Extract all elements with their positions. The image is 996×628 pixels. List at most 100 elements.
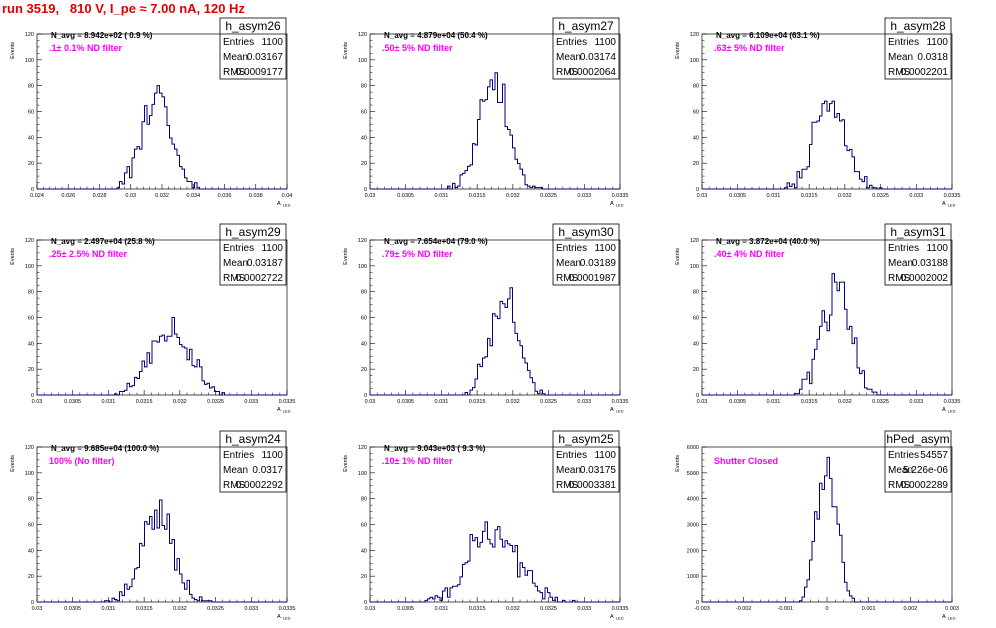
stats-mean-value: 5.226e-06 [903, 465, 948, 476]
stats-mean-value: 0.03187 [247, 258, 284, 269]
y-tick-label: 60 [693, 110, 699, 116]
histogram-name: h_asym29 [225, 225, 281, 239]
x-tick-label: 0.0325 [540, 399, 557, 405]
y-tick-label: 20 [361, 367, 367, 373]
x-axis-title: A LED [610, 614, 624, 621]
x-tick-label: 0.0305 [64, 606, 81, 612]
stats-mean-label: Mean [223, 52, 248, 63]
y-tick-label: 0 [31, 600, 34, 606]
histogram-line [702, 273, 952, 396]
y-tick-label: 100 [358, 58, 367, 64]
n-avg-label: N_avg = 9.043e+03 ( 9.3 %) [384, 444, 486, 453]
histogram-line [37, 499, 287, 603]
y-tick-label: 100 [690, 264, 699, 270]
y-tick-label: 60 [28, 110, 34, 116]
stats-entries-label: Entries [888, 450, 919, 461]
stats-mean-label: Mean [888, 258, 913, 269]
x-tick-label: 0.031 [102, 399, 116, 405]
x-tick-label: 0.031 [435, 606, 449, 612]
stats-entries-value: 1100 [261, 243, 283, 254]
y-tick-label: 20 [693, 161, 699, 167]
stats-rms-label: RMS [888, 273, 911, 284]
y-tick-label: 0 [364, 187, 367, 193]
n-avg-label: N_avg = 7.654e+04 (79.0 %) [384, 237, 488, 246]
y-axis-title: Events [675, 455, 681, 472]
y-tick-label: 5000 [687, 471, 699, 477]
y-tick-label: 100 [690, 58, 699, 64]
histogram-svg: 0 20 40 60 80 100 120 0.03 0.0305 0.031 0.0315 0.03… [675, 223, 960, 414]
y-tick-label: 2000 [687, 548, 699, 554]
stats-mean-value: 0.03174 [580, 52, 617, 63]
stats-rms-label: RMS [223, 480, 246, 491]
x-tick-label: 0.033 [909, 399, 923, 405]
stats-entries-value: 1100 [594, 450, 616, 461]
histogram-panel-hPed_asym: 0 1000 2000 3000 4000 5000 6000 -0.003 -0.002 -0.… [665, 421, 996, 628]
x-tick-label: 0.033 [244, 399, 258, 405]
stats-entries-value: 1100 [594, 37, 616, 48]
filter-label: .79± 5% ND filter [382, 249, 453, 259]
stats-entries-label: Entries [556, 450, 587, 461]
y-tick-label: 20 [361, 161, 367, 167]
y-tick-label: 120 [25, 32, 34, 38]
stats-rms-value: 0.0002002 [901, 273, 949, 284]
stats-rms-value: 0.0009177 [236, 67, 284, 78]
n-avg-label: N_avg = 6.109e+04 (63.1 %) [716, 31, 820, 40]
x-tick-label: 0.033 [577, 606, 591, 612]
x-tick-label: 0.0315 [801, 399, 818, 405]
stats-box [219, 223, 287, 286]
filter-label: .40± 4% ND filter [714, 249, 785, 259]
stats-rms-label: RMS [556, 67, 579, 78]
histogram-line [37, 317, 287, 396]
y-tick-label: 20 [28, 574, 34, 580]
x-tick-label: 0.032 [838, 399, 852, 405]
x-tick-label: 0.032 [506, 606, 520, 612]
histogram-name: h_asym30 [558, 225, 614, 239]
y-tick-label: 40 [28, 341, 34, 347]
x-tick-label: 0.03 [125, 193, 136, 199]
x-axis-title: A LED [277, 614, 291, 621]
x-tick-label: 0.0335 [279, 399, 296, 405]
stats-box [884, 223, 952, 286]
y-tick-label: 20 [28, 161, 34, 167]
y-tick-label: 120 [690, 32, 699, 38]
y-tick-label: 60 [693, 316, 699, 322]
stats-rms-label: RMS [556, 480, 579, 491]
stats-mean-label: Mean [223, 465, 248, 476]
stats-rms-value: 0.0001987 [569, 273, 617, 284]
histogram-name: h_asym24 [225, 432, 281, 446]
histogram-svg: 0 20 40 60 80 100 120 0.03 0.0305 0.031 0.0315 0.03… [343, 430, 628, 621]
x-tick-label: 0.03 [32, 606, 43, 612]
y-tick-label: 40 [693, 135, 699, 141]
y-axis-title: Events [675, 248, 681, 265]
x-tick-label: 0.031 [102, 606, 116, 612]
histogram-line [370, 72, 620, 190]
n-avg-label: N_avg = 9.685e+04 (100.0 %) [51, 444, 159, 453]
x-tick-label: 0.0335 [944, 193, 961, 199]
stats-mean-label: Mean [556, 52, 581, 63]
x-tick-label: 0.0325 [872, 193, 889, 199]
stats-rms-label: RMS [556, 273, 579, 284]
histogram-name: h_asym31 [890, 225, 946, 239]
y-tick-label: 80 [361, 497, 367, 503]
stats-mean-label: Mean [223, 258, 248, 269]
x-tick-label: 0.04 [282, 193, 293, 199]
x-tick-label: 0.03 [365, 606, 376, 612]
x-tick-label: 0.033 [577, 399, 591, 405]
y-tick-label: 100 [358, 471, 367, 477]
stats-entries-label: Entries [223, 450, 254, 461]
stats-rms-value: 0.0002292 [236, 480, 284, 491]
filter-label: .50± 5% ND filter [382, 43, 453, 53]
x-tick-label: 0 [825, 606, 828, 612]
histogram-line [37, 85, 287, 190]
stats-mean-label: Mean [888, 52, 913, 63]
histogram-panel-h_asym24: 0 20 40 60 80 100 120 0.03 0.0305 0.031 0.0315 0.03… [0, 421, 332, 628]
histogram-name: h_asym26 [225, 19, 281, 33]
y-tick-label: 100 [358, 264, 367, 270]
y-axis-title: Events [343, 42, 349, 59]
x-tick-label: 0.033 [244, 606, 258, 612]
y-tick-label: 40 [693, 341, 699, 347]
y-tick-label: 20 [693, 367, 699, 373]
y-axis-title: Events [343, 248, 349, 265]
histogram-line [370, 287, 620, 396]
x-tick-label: 0.0315 [469, 399, 486, 405]
